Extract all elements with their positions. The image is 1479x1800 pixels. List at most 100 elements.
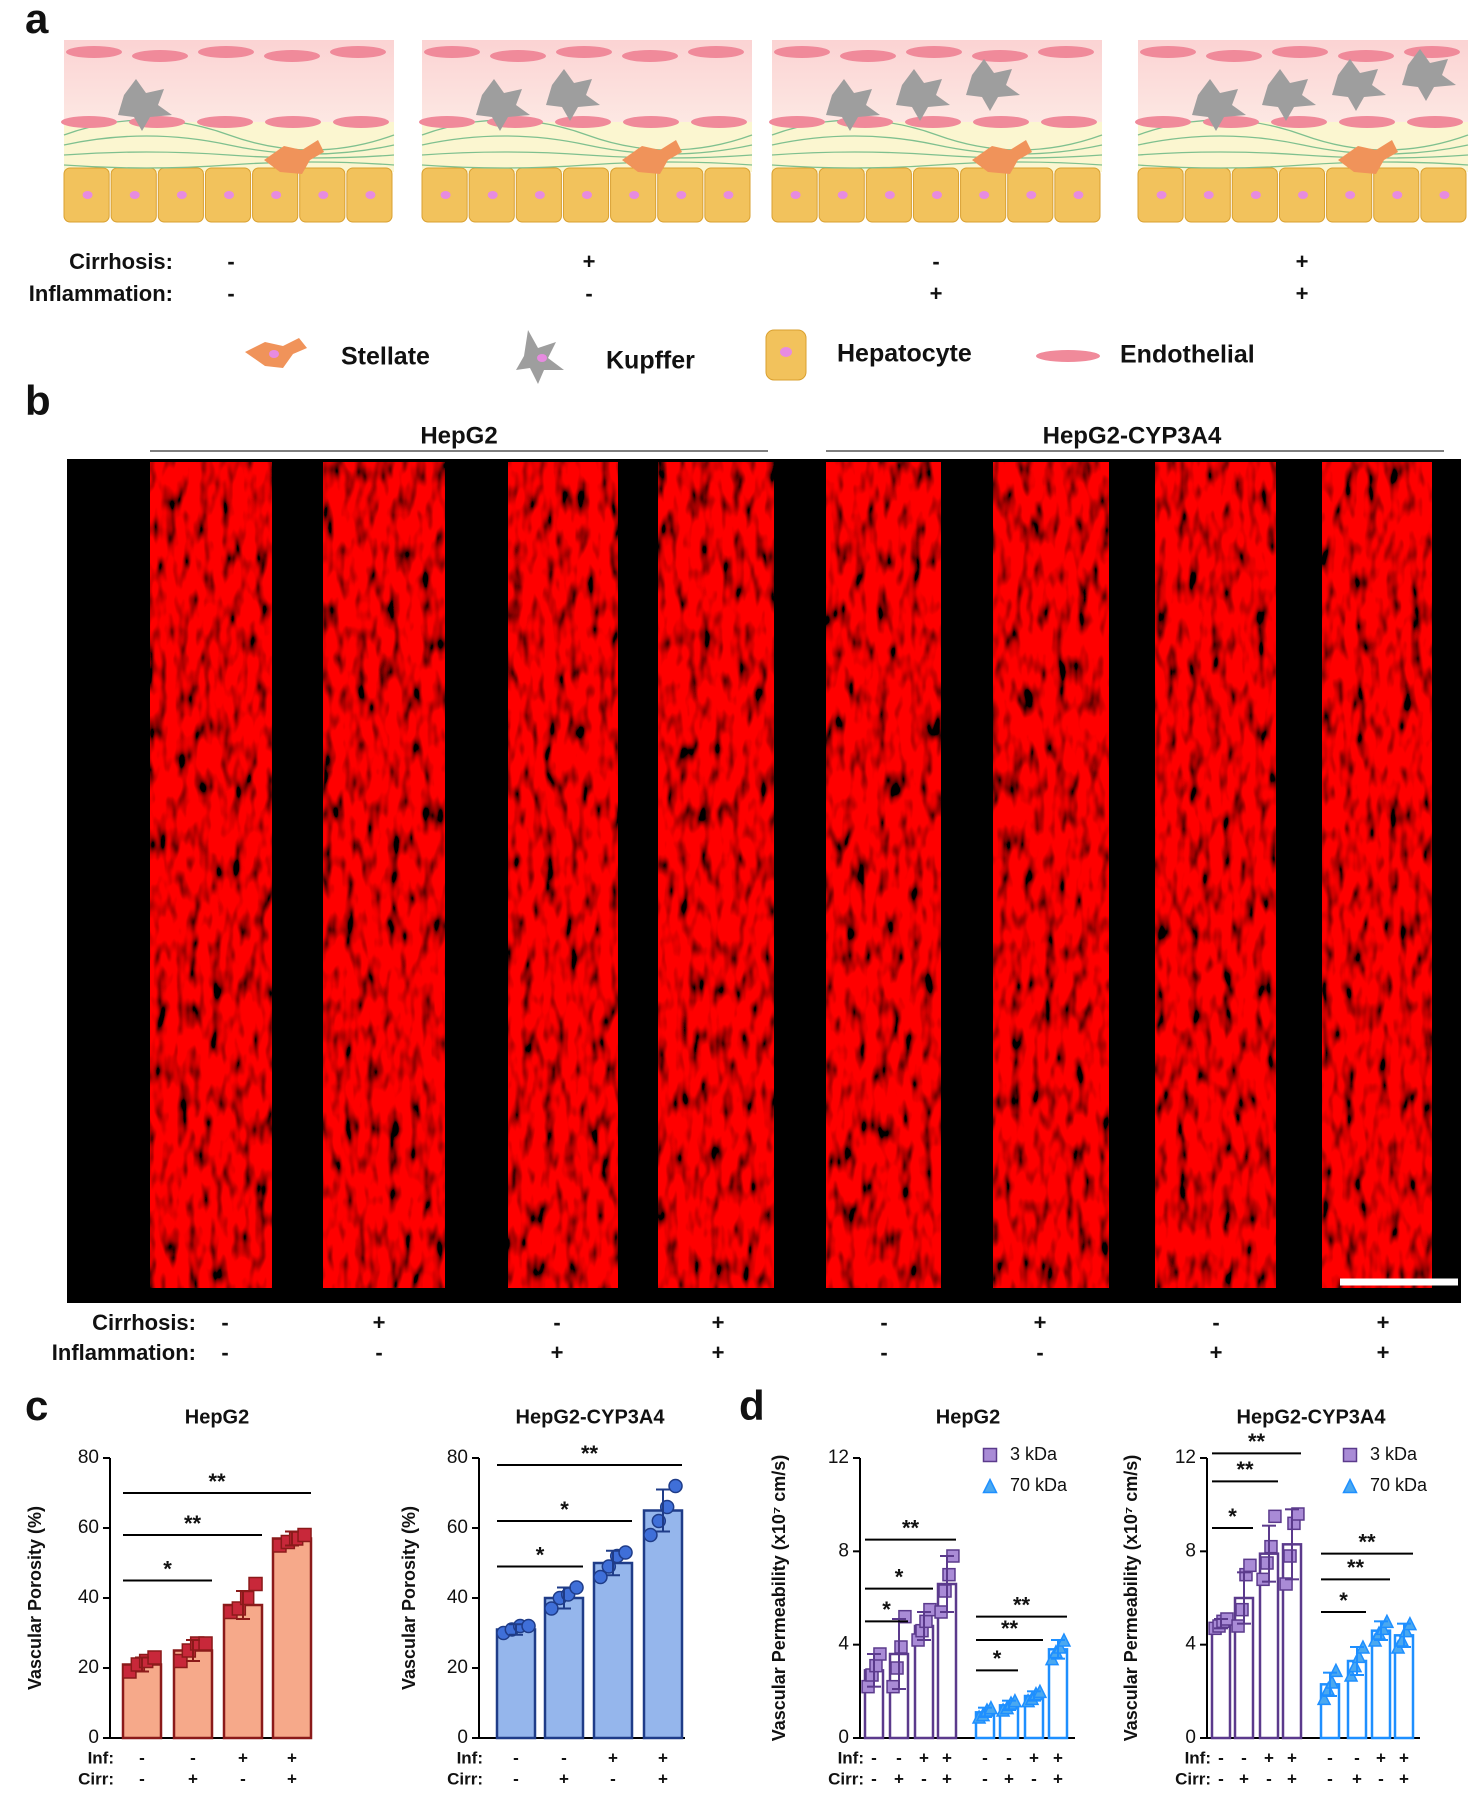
vessels <box>150 462 1432 1288</box>
row-label: Cirrhosis: <box>92 1310 196 1335</box>
x-sign: - <box>982 1748 988 1767</box>
kupffer <box>1402 49 1456 101</box>
x-sign: + <box>287 1748 297 1767</box>
stellate <box>264 140 324 174</box>
data-point <box>1235 1602 1249 1617</box>
vessel <box>150 462 272 1288</box>
nucleus <box>1345 191 1356 199</box>
x-sign: + <box>894 1769 904 1788</box>
significance-label: ** <box>184 1511 202 1536</box>
significance-label: * <box>993 1646 1002 1671</box>
significance-label: * <box>560 1497 569 1522</box>
significance-label: * <box>1339 1588 1348 1613</box>
endothelial <box>688 46 744 58</box>
y-axis-label: Vascular Permeability (x10⁷ cm/s) <box>1121 1455 1141 1742</box>
endothelial <box>197 116 253 128</box>
sign: + <box>583 249 596 274</box>
fiber <box>63 161 395 169</box>
matrix <box>1138 122 1468 172</box>
vessel <box>323 462 445 1288</box>
y-tick-label: 4 <box>838 1634 849 1655</box>
x-sign: - <box>871 1748 877 1767</box>
x-row-label: Inf: <box>88 1748 114 1767</box>
endothelial <box>774 46 830 58</box>
data-point <box>593 1569 608 1585</box>
row-label: Inflammation: <box>29 281 173 306</box>
x-sign: + <box>559 1769 569 1788</box>
endothelial <box>1407 116 1463 128</box>
y-tick-label: 40 <box>78 1587 99 1608</box>
endothelial <box>132 50 188 62</box>
sign: + <box>1296 281 1309 306</box>
nucleus <box>979 191 990 199</box>
endothelial <box>972 50 1028 62</box>
x-sign: - <box>139 1748 145 1767</box>
fiber <box>771 135 1103 155</box>
nucleus <box>1073 191 1084 199</box>
data-point <box>248 1576 263 1592</box>
bar <box>543 1596 585 1740</box>
kupffer <box>118 79 172 131</box>
nucleus <box>271 191 282 199</box>
nucleus <box>1298 191 1308 199</box>
y-tick-label: 12 <box>828 1447 849 1468</box>
endothelial-icon <box>1036 350 1100 362</box>
endothelial <box>1038 46 1094 58</box>
data-point <box>1324 1674 1340 1689</box>
sign: - <box>1212 1310 1219 1335</box>
x-sign: - <box>1327 1769 1333 1788</box>
x-sign: + <box>1399 1748 1409 1767</box>
nucleus <box>790 191 801 199</box>
fiber <box>421 161 753 169</box>
x-sign: - <box>139 1769 145 1788</box>
nucleus <box>1026 191 1037 199</box>
y-tick-label: 0 <box>457 1727 468 1748</box>
bar <box>1210 1622 1232 1740</box>
x-sign: - <box>1218 1748 1224 1767</box>
data-point <box>923 1602 937 1617</box>
x-sign: + <box>1287 1769 1297 1788</box>
x-sign: + <box>658 1769 668 1788</box>
endothelial <box>1271 116 1327 128</box>
sign: - <box>880 1340 887 1365</box>
x-row-label: Inf: <box>838 1748 864 1767</box>
x-sign: - <box>1006 1748 1012 1767</box>
panel-label: a <box>25 0 49 42</box>
significance-label: ** <box>1358 1529 1376 1554</box>
nucleus <box>884 191 895 199</box>
y-tick-label: 0 <box>838 1727 849 1748</box>
vessel <box>658 462 774 1288</box>
sign: + <box>1377 1310 1390 1335</box>
nucleus <box>1392 191 1403 199</box>
endothelial <box>1404 46 1460 58</box>
y-tick-label: 0 <box>1185 1727 1196 1748</box>
x-sign: + <box>1287 1748 1297 1767</box>
bar <box>642 1509 684 1740</box>
endothelial <box>769 116 825 128</box>
kupffer <box>896 69 950 121</box>
kupffer <box>1262 69 1316 121</box>
x-sign: - <box>896 1748 902 1767</box>
data-point <box>890 1661 904 1675</box>
x-sign: - <box>240 1769 246 1788</box>
endothelial <box>691 116 747 128</box>
x-sign: + <box>1376 1748 1386 1767</box>
endothelial <box>840 50 896 62</box>
x-sign: - <box>561 1748 567 1767</box>
endothelial <box>556 46 612 58</box>
legend-marker <box>1342 1477 1358 1494</box>
endothelial <box>424 46 480 58</box>
x-sign: + <box>1029 1748 1039 1767</box>
x-sign: + <box>1053 1748 1063 1767</box>
sign: - <box>880 1310 887 1335</box>
x-sign: - <box>190 1748 196 1767</box>
sign: - <box>227 249 234 274</box>
data-point <box>1052 1639 1068 1654</box>
y-tick-label: 8 <box>1185 1540 1196 1561</box>
nucleus <box>676 191 687 199</box>
endothelial <box>1338 50 1394 62</box>
sign: - <box>553 1310 560 1335</box>
x-sign: - <box>513 1769 519 1788</box>
data-point <box>198 1636 213 1651</box>
